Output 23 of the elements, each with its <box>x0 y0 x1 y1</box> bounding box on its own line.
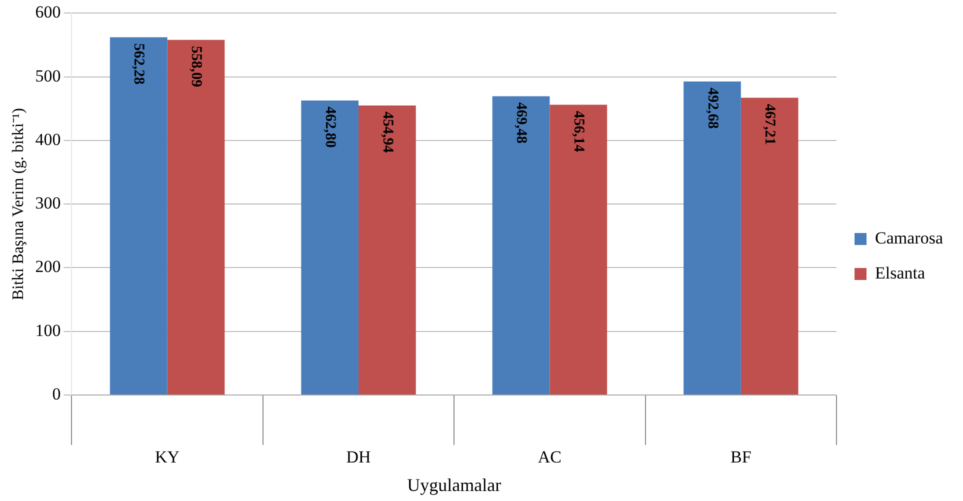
legend-label: Elsanta <box>875 263 926 282</box>
x-axis-title: Uygulamalar <box>407 474 502 495</box>
y-tick-label: 0 <box>52 384 61 404</box>
x-tick-label: BF <box>730 448 752 467</box>
y-tick-label: 500 <box>35 66 61 86</box>
data-label: 492,68 <box>704 87 720 129</box>
data-label: 456,14 <box>570 110 587 152</box>
legend-label: Camarosa <box>875 228 944 248</box>
y-tick-label: 600 <box>35 2 61 22</box>
y-tick-label: 300 <box>35 194 61 213</box>
x-tick-label: DH <box>346 448 371 467</box>
data-label: 469,48 <box>513 102 530 144</box>
y-tick-label: 200 <box>35 257 61 276</box>
y-tick-label: 400 <box>35 130 61 149</box>
y-tick-label: 100 <box>35 320 61 340</box>
data-label: 467,21 <box>762 104 778 145</box>
x-tick-label: AC <box>538 448 562 467</box>
data-label: 562,28 <box>130 43 147 84</box>
data-label: 454,94 <box>379 112 396 154</box>
data-label: 558,09 <box>188 46 204 88</box>
y-axis-title: Bitki Başına Verim (g. bitki⁻¹) <box>10 108 27 300</box>
data-label: 462,80 <box>322 106 338 148</box>
x-tick-label: KY <box>155 448 180 467</box>
